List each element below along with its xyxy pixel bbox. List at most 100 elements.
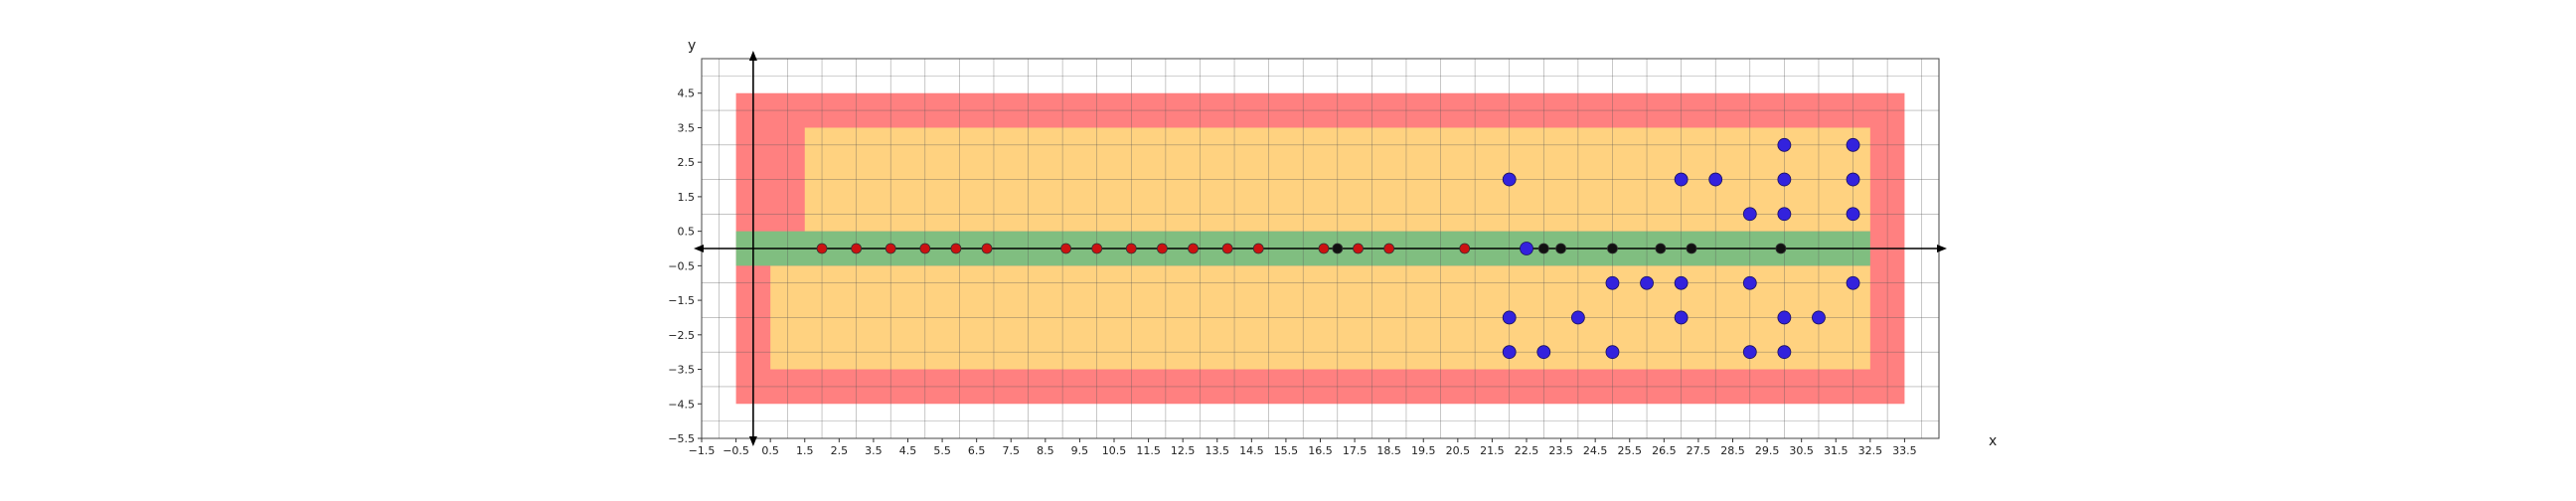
x-tick-label: 11.5 xyxy=(1136,444,1161,457)
data-point xyxy=(1502,345,1517,360)
data-point xyxy=(1091,243,1103,254)
data-point xyxy=(851,243,863,254)
data-point xyxy=(1502,172,1517,187)
data-point xyxy=(950,243,962,254)
data-point xyxy=(1812,310,1826,325)
data-point xyxy=(1674,275,1689,290)
x-axis-arrow-right xyxy=(1937,245,1947,252)
y-tick-label: −0.5 xyxy=(668,259,695,272)
points xyxy=(816,137,1860,360)
y-axis-arrow-down xyxy=(748,436,757,446)
y-tick-label: 0.5 xyxy=(678,226,696,239)
x-tick-label: 3.5 xyxy=(865,444,883,457)
x-axis-label: x xyxy=(1989,433,1997,449)
data-point xyxy=(1686,243,1697,254)
data-point xyxy=(1383,243,1395,254)
data-point xyxy=(1459,243,1471,254)
data-point xyxy=(816,243,828,254)
x-tick-label: 12.5 xyxy=(1171,444,1196,457)
data-point xyxy=(1846,137,1860,152)
x-tick-label: 19.5 xyxy=(1411,444,1436,457)
x-tick-label: 31.5 xyxy=(1824,444,1849,457)
data-point xyxy=(885,243,896,254)
data-point xyxy=(1536,345,1551,360)
x-tick-label: 13.5 xyxy=(1206,444,1230,457)
x-tick-label: 29.5 xyxy=(1755,444,1780,457)
data-point xyxy=(1846,172,1860,187)
data-point xyxy=(1607,243,1618,254)
data-point xyxy=(1674,310,1689,325)
tick-labels: −1.5 −0.5 0.5 1.5 2.5 3.5 4.5 5.5 6.5 7.5 8.5 9.5 10… xyxy=(668,87,1916,457)
y-tick-label: −1.5 xyxy=(668,294,695,307)
data-point xyxy=(1060,243,1071,254)
x-tick-label: 5.5 xyxy=(933,444,951,457)
x-tick-label: 1.5 xyxy=(796,444,814,457)
data-point xyxy=(1674,172,1689,187)
x-tick-label: 30.5 xyxy=(1789,444,1814,457)
y-tick-label: 4.5 xyxy=(678,87,696,100)
data-point xyxy=(1221,243,1233,254)
data-point xyxy=(1742,207,1757,222)
data-point xyxy=(1777,207,1792,222)
x-tick-label: 26.5 xyxy=(1652,444,1677,457)
x-tick-label: 7.5 xyxy=(1003,444,1021,457)
x-tick-label: 10.5 xyxy=(1102,444,1127,457)
x-tick-label: 23.5 xyxy=(1548,444,1573,457)
data-point xyxy=(1157,243,1168,254)
y-tick-label: 1.5 xyxy=(678,191,696,204)
data-point xyxy=(1252,243,1264,254)
y-axis-arrow-up xyxy=(748,51,757,61)
y-axis-label: y xyxy=(688,38,696,54)
x-tick-label: 9.5 xyxy=(1071,444,1089,457)
x-tick-label: 8.5 xyxy=(1037,444,1054,457)
data-point xyxy=(1655,243,1667,254)
x-tick-label: 27.5 xyxy=(1687,444,1711,457)
data-point xyxy=(1742,275,1757,290)
x-tick-label: 6.5 xyxy=(968,444,986,457)
x-tick-label: 25.5 xyxy=(1618,444,1643,457)
x-tick-label: 16.5 xyxy=(1308,444,1333,457)
data-point xyxy=(1846,207,1860,222)
data-point xyxy=(1353,243,1364,254)
x-tick-label: 2.5 xyxy=(831,444,849,457)
data-point xyxy=(1777,345,1792,360)
data-point xyxy=(1125,243,1137,254)
data-point xyxy=(1570,310,1585,325)
x-tick-label: 18.5 xyxy=(1376,444,1401,457)
data-point xyxy=(1555,243,1566,254)
data-point xyxy=(1640,275,1654,290)
data-point xyxy=(1777,137,1792,152)
data-point xyxy=(1775,243,1787,254)
data-point xyxy=(1605,275,1620,290)
data-point xyxy=(1520,242,1533,255)
x-tick-label: 0.5 xyxy=(761,444,779,457)
data-point xyxy=(919,243,931,254)
y-tick-label: 2.5 xyxy=(678,156,696,169)
x-tick-label: 21.5 xyxy=(1480,444,1505,457)
x-tick-label: 4.5 xyxy=(899,444,917,457)
data-point xyxy=(981,243,993,254)
data-point xyxy=(1708,172,1723,187)
x-tick-label: −1.5 xyxy=(689,444,716,457)
y-tick-label: −3.5 xyxy=(668,364,695,377)
y-tick-label: 3.5 xyxy=(678,121,696,134)
y-tick-label: −2.5 xyxy=(668,329,695,342)
data-point xyxy=(1332,243,1344,254)
x-tick-label: 15.5 xyxy=(1274,444,1299,457)
x-tick-label: 22.5 xyxy=(1515,444,1539,457)
x-tick-label: 32.5 xyxy=(1858,444,1883,457)
data-point xyxy=(1188,243,1199,254)
data-point xyxy=(1777,310,1792,325)
data-point xyxy=(1605,345,1620,360)
data-point xyxy=(1846,275,1860,290)
x-axis-arrow-left xyxy=(694,245,704,252)
data-point xyxy=(1537,243,1549,254)
x-tick-label: 14.5 xyxy=(1239,444,1264,457)
x-tick-label: 33.5 xyxy=(1892,444,1917,457)
y-tick-label: −5.5 xyxy=(668,432,695,445)
x-tick-label: 17.5 xyxy=(1343,444,1368,457)
x-tick-label: 20.5 xyxy=(1446,444,1471,457)
data-point xyxy=(1777,172,1792,187)
x-tick-label: 24.5 xyxy=(1583,444,1608,457)
